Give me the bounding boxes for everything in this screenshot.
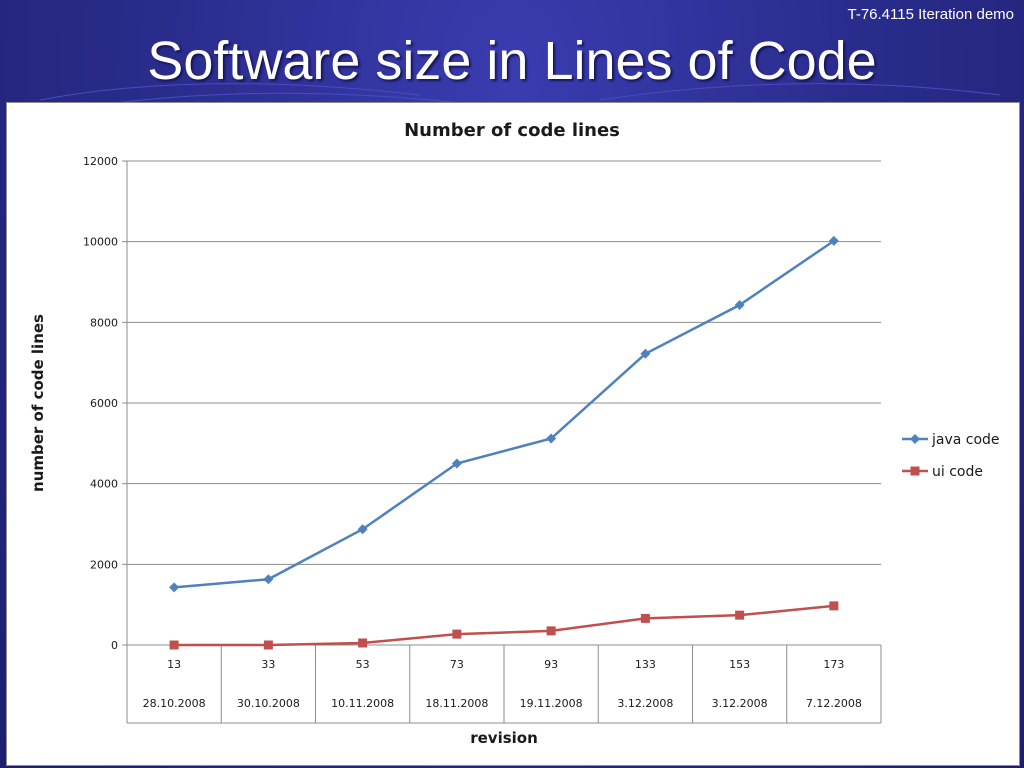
legend-item: ui code [902, 464, 983, 480]
data-point [169, 640, 179, 650]
slide-title: Software size in Lines of Code [147, 31, 877, 91]
data-point [640, 613, 650, 623]
data-point [734, 299, 745, 310]
series-layer [169, 235, 839, 650]
x-tick-label-date: 19.11.2008 [520, 697, 583, 710]
data-point [263, 640, 273, 650]
series-ui-code [169, 601, 839, 650]
slide-decoration [39, 83, 1001, 109]
x-tick-label-revision: 73 [450, 658, 464, 671]
y-tick-label: 4000 [90, 478, 118, 491]
data-point [357, 524, 368, 535]
x-tick-label-revision: 33 [261, 658, 275, 671]
chart-frame: Number of code lines 0 2000 4000 6000 8000 10… [6, 102, 1020, 766]
legend-label: java code [931, 432, 1000, 448]
data-point [169, 582, 180, 593]
data-point [451, 458, 462, 469]
data-point [358, 638, 368, 648]
data-point [452, 629, 462, 639]
y-tick-label: 12000 [83, 155, 118, 168]
y-axis-title: number of code lines [29, 314, 47, 492]
y-axis-ticks: 0 2000 4000 6000 8000 10000 12000 [83, 155, 128, 723]
chart-title: Number of code lines [404, 120, 620, 141]
x-tick-label-revision: 153 [729, 658, 750, 671]
data-point [829, 601, 839, 611]
y-tick-label: 10000 [83, 236, 118, 249]
series-java-code [169, 235, 839, 593]
x-tick-label-date: 30.10.2008 [237, 697, 300, 710]
data-point [640, 348, 651, 359]
series-line [174, 604, 834, 647]
x-tick-label-revision: 173 [823, 658, 844, 671]
y-tick-label: 0 [111, 639, 118, 652]
data-point [263, 574, 274, 585]
x-axis-title: revision [470, 729, 538, 747]
data-point [735, 610, 745, 620]
x-tick-label-date: 3.12.2008 [712, 697, 768, 710]
legend-item: java code [902, 432, 1000, 448]
legend-marker [910, 466, 920, 476]
x-tick-label-date: 28.10.2008 [143, 697, 206, 710]
x-tick-label-date: 3.12.2008 [617, 697, 673, 710]
x-tick-label-revision: 13 [167, 658, 181, 671]
y-tick-label: 6000 [90, 397, 118, 410]
x-tick-label-date: 10.11.2008 [331, 697, 394, 710]
data-point [546, 433, 557, 444]
legend-marker [910, 434, 920, 444]
x-axis-table: 13 28.10.2008 33 30.10.2008 53 10.11.2008 73 18… [126, 645, 882, 724]
data-point [546, 626, 556, 636]
series-line [174, 239, 835, 589]
legend: java code ui code [902, 432, 1000, 480]
x-tick-label-date: 7.12.2008 [806, 697, 862, 710]
x-tick-label-revision: 133 [635, 658, 656, 671]
course-label: T-76.4115 Iteration demo [847, 6, 1015, 23]
data-point [828, 235, 839, 246]
grid-lines [127, 160, 881, 646]
x-tick-label-date: 18.11.2008 [425, 697, 488, 710]
line-chart: Number of code lines 0 2000 4000 6000 8000 10… [29, 120, 1000, 747]
x-tick-label-revision: 53 [356, 658, 370, 671]
y-tick-label: 2000 [90, 558, 118, 571]
x-tick-label-revision: 93 [544, 658, 558, 671]
y-tick-label: 8000 [90, 316, 118, 329]
legend-label: ui code [932, 464, 983, 480]
